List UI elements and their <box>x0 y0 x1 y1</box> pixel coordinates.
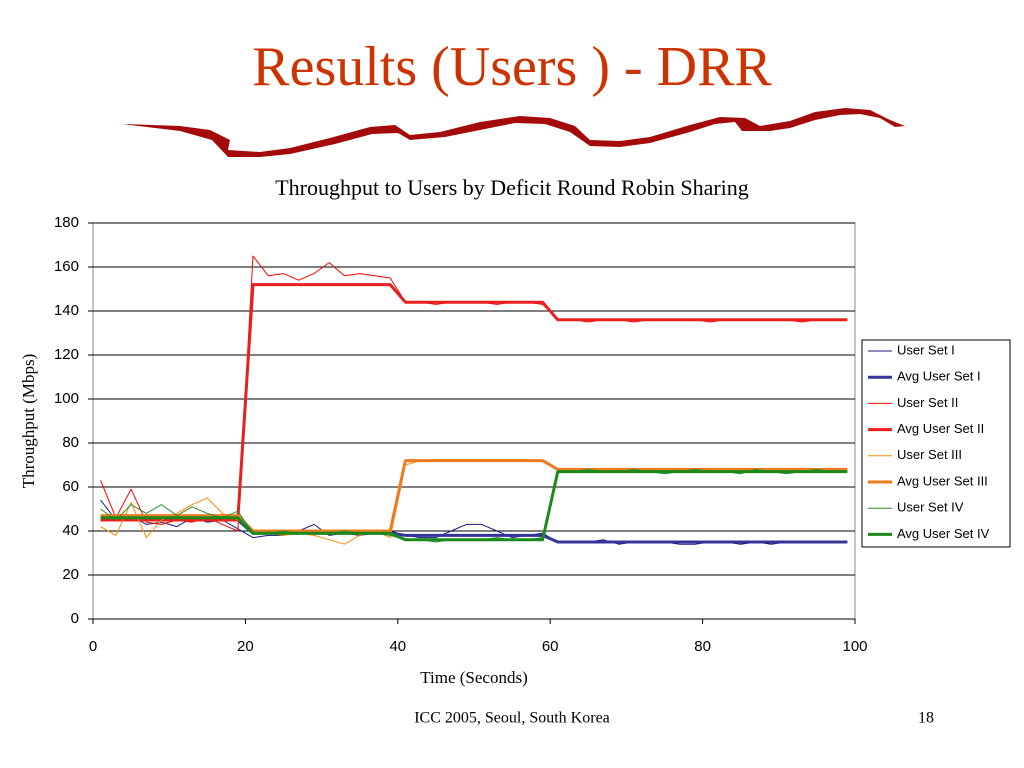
x-tick-label: 100 <box>842 638 867 655</box>
x-tick-label: 40 <box>389 638 406 655</box>
chart-title: Throughput to Users by Deficit Round Rob… <box>275 175 749 200</box>
x-tick-label: 80 <box>694 638 711 655</box>
y-tick-label: 120 <box>54 346 79 363</box>
x-axis-label: Time (Seconds) <box>420 668 528 687</box>
title-underline <box>122 108 905 157</box>
y-tick-label: 20 <box>62 566 79 583</box>
y-tick-label: 40 <box>62 522 79 539</box>
footer: ICC 2005, Seoul, South Korea <box>414 710 610 727</box>
legend-label: User Set IV <box>897 500 964 515</box>
y-tick-label: 80 <box>62 434 79 451</box>
legend-label: Avg User Set I <box>897 369 981 384</box>
y-tick-label: 180 <box>54 214 79 231</box>
series-line <box>100 470 848 542</box>
x-tick-label: 0 <box>89 638 97 655</box>
legend-label: User Set II <box>897 395 958 410</box>
legend-label: User Set III <box>897 447 962 462</box>
series-line <box>100 283 848 522</box>
y-axis-label: Throughput (Mbps) <box>19 354 38 489</box>
legend-label: User Set I <box>897 342 955 357</box>
series-line <box>100 459 848 533</box>
slide-title: Results (Users ) - DRR <box>252 36 772 98</box>
y-tick-label: 160 <box>54 258 79 275</box>
x-tick-label: 20 <box>237 638 254 655</box>
legend <box>861 339 1011 548</box>
x-tick-label: 60 <box>542 638 559 655</box>
series-line <box>100 499 848 545</box>
page-number: 18 <box>918 710 934 727</box>
plot-area <box>92 222 856 620</box>
series-line <box>100 255 848 532</box>
legend-label: Avg User Set III <box>897 473 988 488</box>
y-tick-label: 60 <box>62 478 79 495</box>
legend-label: Avg User Set II <box>897 421 984 436</box>
y-tick-label: 100 <box>54 390 79 407</box>
legend-label: Avg User Set IV <box>897 526 990 541</box>
y-tick-label: 0 <box>71 610 79 627</box>
y-tick-label: 140 <box>54 302 79 319</box>
